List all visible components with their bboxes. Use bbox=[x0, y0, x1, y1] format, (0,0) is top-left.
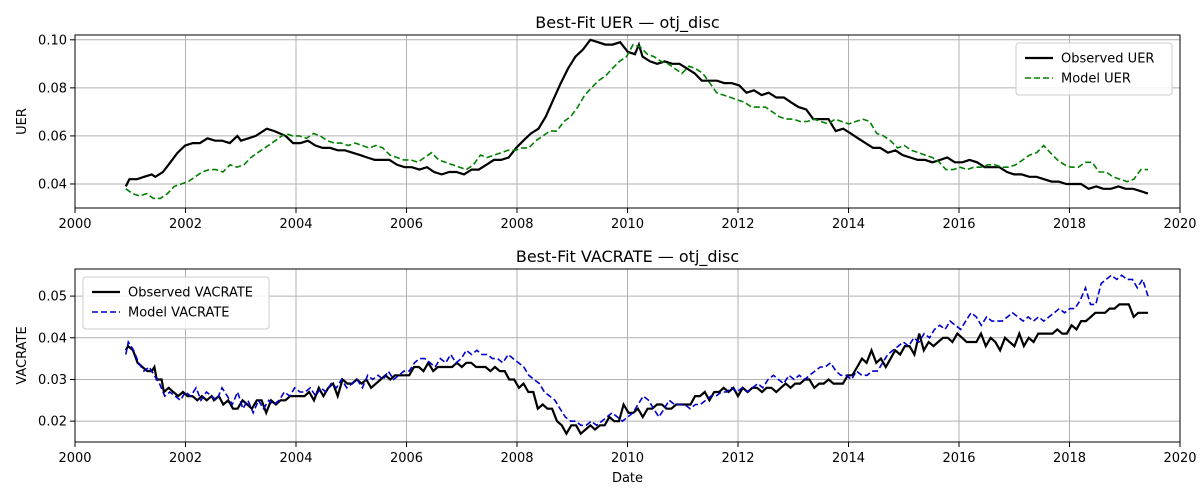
legend-label: Model UER bbox=[1061, 72, 1131, 87]
y-axis-label: UER bbox=[15, 108, 30, 135]
x-tick-label: 2010 bbox=[611, 217, 644, 232]
chart-panel-1: 2000 2002 2004 2006 2008 2010 2012 2014 2016 2018… bbox=[15, 13, 1197, 232]
legend-label: Model VACRATE bbox=[128, 306, 230, 321]
x-tick-label: 2012 bbox=[721, 217, 754, 232]
legend-box bbox=[82, 276, 270, 330]
series-line-model-vacrate bbox=[125, 274, 1149, 427]
x-axis-label: Date bbox=[612, 471, 643, 486]
series-line-observed-vacrate bbox=[124, 303, 1148, 436]
x-tick-label: 2002 bbox=[169, 451, 202, 466]
x-tick-label: 2020 bbox=[1163, 217, 1196, 232]
legend-label: Observed UER bbox=[1061, 52, 1154, 67]
x-tick-label: 2006 bbox=[390, 217, 423, 232]
x-tick-label: 2016 bbox=[942, 217, 975, 232]
y-tick-label: 0.03 bbox=[38, 373, 67, 388]
legend-label: Observed VACRATE bbox=[128, 286, 253, 301]
y-tick-label: 0.02 bbox=[38, 415, 67, 430]
y-tick-label: 0.10 bbox=[38, 33, 67, 48]
x-tick-label: 2014 bbox=[832, 451, 865, 466]
x-tick-label: 2000 bbox=[58, 451, 91, 466]
y-axis-label: VACRATE bbox=[15, 326, 30, 384]
x-tick-label: 2008 bbox=[500, 451, 533, 466]
x-tick-label: 2018 bbox=[1053, 451, 1086, 466]
x-tick-label: 2002 bbox=[169, 217, 202, 232]
legend: Observed VACRATE Model VACRATE bbox=[82, 276, 270, 330]
x-tick-label: 2016 bbox=[942, 451, 975, 466]
chart-title: Best-Fit UER — otj_disc bbox=[535, 13, 719, 33]
y-tick-label: 0.04 bbox=[38, 177, 67, 192]
y-tick-label: 0.08 bbox=[38, 81, 67, 96]
x-tick-label: 2000 bbox=[58, 217, 91, 232]
legend: Observed UER Model UER bbox=[1015, 42, 1173, 96]
x-tick-label: 2020 bbox=[1163, 451, 1196, 466]
y-tick-label: 0.04 bbox=[38, 331, 67, 346]
x-tick-label: 2006 bbox=[390, 451, 423, 466]
x-tick-label: 2018 bbox=[1053, 217, 1086, 232]
chart-title: Best-Fit VACRATE — otj_disc bbox=[516, 247, 739, 267]
chart-panel-2: 2000 2002 2004 2006 2008 2010 2012 2014 2016 2018… bbox=[15, 247, 1197, 486]
series-line-model-uer bbox=[125, 43, 1148, 200]
legend-box bbox=[1015, 42, 1173, 96]
x-tick-label: 2004 bbox=[279, 217, 312, 232]
y-tick-label: 0.05 bbox=[38, 290, 67, 305]
y-tick-label: 0.06 bbox=[38, 129, 67, 144]
x-tick-label: 2012 bbox=[721, 451, 754, 466]
x-tick-label: 2008 bbox=[500, 217, 533, 232]
x-tick-label: 2010 bbox=[611, 451, 644, 466]
x-tick-label: 2014 bbox=[832, 217, 865, 232]
series-line-observed-uer bbox=[124, 38, 1149, 195]
x-tick-label: 2004 bbox=[279, 451, 312, 466]
